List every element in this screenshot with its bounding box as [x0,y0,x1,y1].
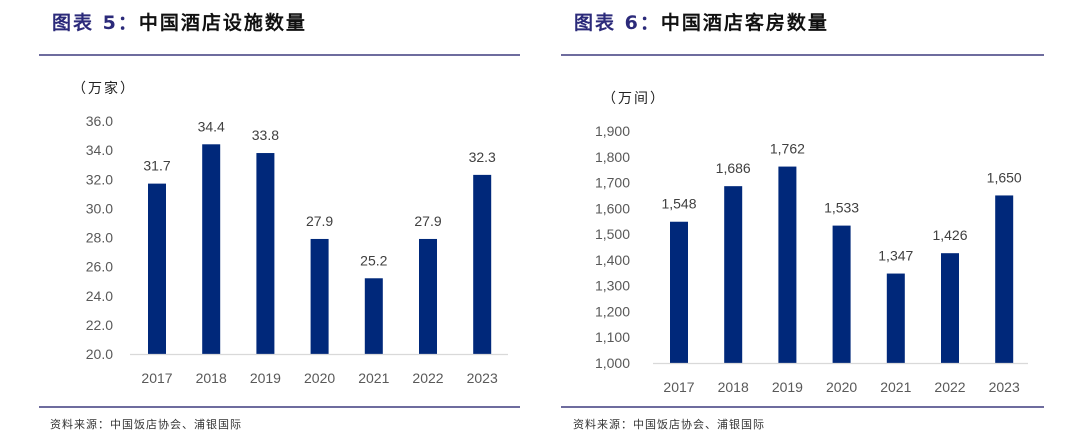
x-category-label: 2019 [250,370,281,386]
bar-2023 [995,195,1014,363]
figure-5-top-rule [39,54,520,56]
x-category-label: 2021 [358,370,389,386]
value-label: 1,686 [716,160,751,176]
figure-6-bottom-rule [561,406,1044,408]
bar-2022 [941,253,959,363]
value-label: 27.9 [414,213,441,229]
figure-5-bottom-rule [39,406,520,408]
x-category-label: 2017 [663,379,694,395]
y-tick-label: 30.0 [86,200,113,216]
bar-2017 [148,183,166,354]
bar-2019 [256,153,275,354]
y-tick-label: 1,900 [595,123,630,139]
bar-2021 [364,278,383,354]
y-tick-label: 1,500 [595,226,630,242]
value-label: 31.7 [143,158,170,174]
figure-5-chart: 20.0 22.0 24.0 26.0 28.0 30.0 32.0 34.0 36.0 31.7… [86,113,508,386]
x-category-label: 2018 [196,370,227,386]
y-tick-label: 32.0 [86,171,113,187]
y-tick-label: 1,300 [595,278,630,294]
y-tick-label: 24.0 [86,288,113,304]
figure-6-label: 图表 6： [574,12,661,34]
value-label: 1,548 [661,196,696,212]
y-tick-label: 1,600 [595,200,630,216]
y-tick-label: 1,700 [595,175,630,191]
y-tick-label: 20.0 [86,346,113,362]
x-category-label: 2020 [304,370,335,386]
figure-6-chart: 1,000 1,100 1,200 1,300 1,400 1,500 1,600 1,700… [595,123,1028,395]
x-category-label: 2022 [934,379,965,395]
x-category-label: 2017 [141,370,172,386]
x-category-label: 2018 [718,379,749,395]
y-tick-label: 36.0 [86,113,113,129]
figure-5-source: 资料来源：中国饭店协会、浦银国际 [50,418,242,431]
figure-5-unit-label: （万家） [72,81,136,97]
value-label: 1,650 [987,169,1022,185]
y-tick-label: 26.0 [86,259,113,275]
bar-2023 [473,174,492,354]
y-tick-label: 1,800 [595,149,630,165]
bar-2020 [832,225,851,363]
bar-2020 [310,238,329,354]
figure-5-title-text: 中国酒店设施数量 [138,12,307,34]
figure-6-top-rule [561,54,1044,56]
x-category-label: 2023 [989,379,1020,395]
figure-5-title: 图表 5：中国酒店设施数量 [52,8,307,35]
figure-6-title-text: 中国酒店客房数量 [660,12,829,34]
y-tick-label: 22.0 [86,317,113,333]
x-category-label: 2019 [772,379,803,395]
bar-2018 [202,144,221,354]
value-label: 1,762 [770,141,805,157]
value-label: 25.2 [360,252,387,268]
figure-5-panel: 图表 5：中国酒店设施数量 （万家） 20.0 22.0 24.0 26.0 28.0 3… [39,8,520,431]
y-tick-label: 1,400 [595,252,630,268]
bar-2018 [724,186,743,363]
figure-6-panel: 图表 6：中国酒店客房数量 （万间） 1,000 1,100 1,200 1,300 1… [540,0,1080,446]
value-label: 1,347 [878,248,913,264]
bar-2019 [778,166,797,363]
bar-2017 [670,221,688,363]
bar-2022 [419,238,437,354]
y-tick-label: 1,200 [595,303,630,319]
value-label: 33.8 [252,127,279,143]
y-tick-label: 34.0 [86,142,113,158]
x-category-label: 2020 [826,379,857,395]
figure-6-source: 资料来源：中国饭店协会、浦银国际 [573,418,765,431]
x-category-label: 2022 [412,370,443,386]
value-label: 1,426 [932,227,967,243]
y-tick-label: 1,000 [595,355,630,371]
bar-2021 [886,273,905,363]
value-label: 27.9 [306,213,333,229]
figure-5-label: 图表 5： [52,12,139,34]
y-tick-label: 28.0 [86,230,113,246]
value-label: 1,533 [824,200,859,216]
y-tick-label: 1,100 [595,329,630,345]
figure-6-title: 图表 6：中国酒店客房数量 [574,8,829,35]
x-category-label: 2023 [467,370,498,386]
value-label: 32.3 [469,149,496,165]
x-category-label: 2021 [880,379,911,395]
figure-6-unit-label: （万间） [602,91,666,107]
value-label: 34.4 [198,118,225,134]
